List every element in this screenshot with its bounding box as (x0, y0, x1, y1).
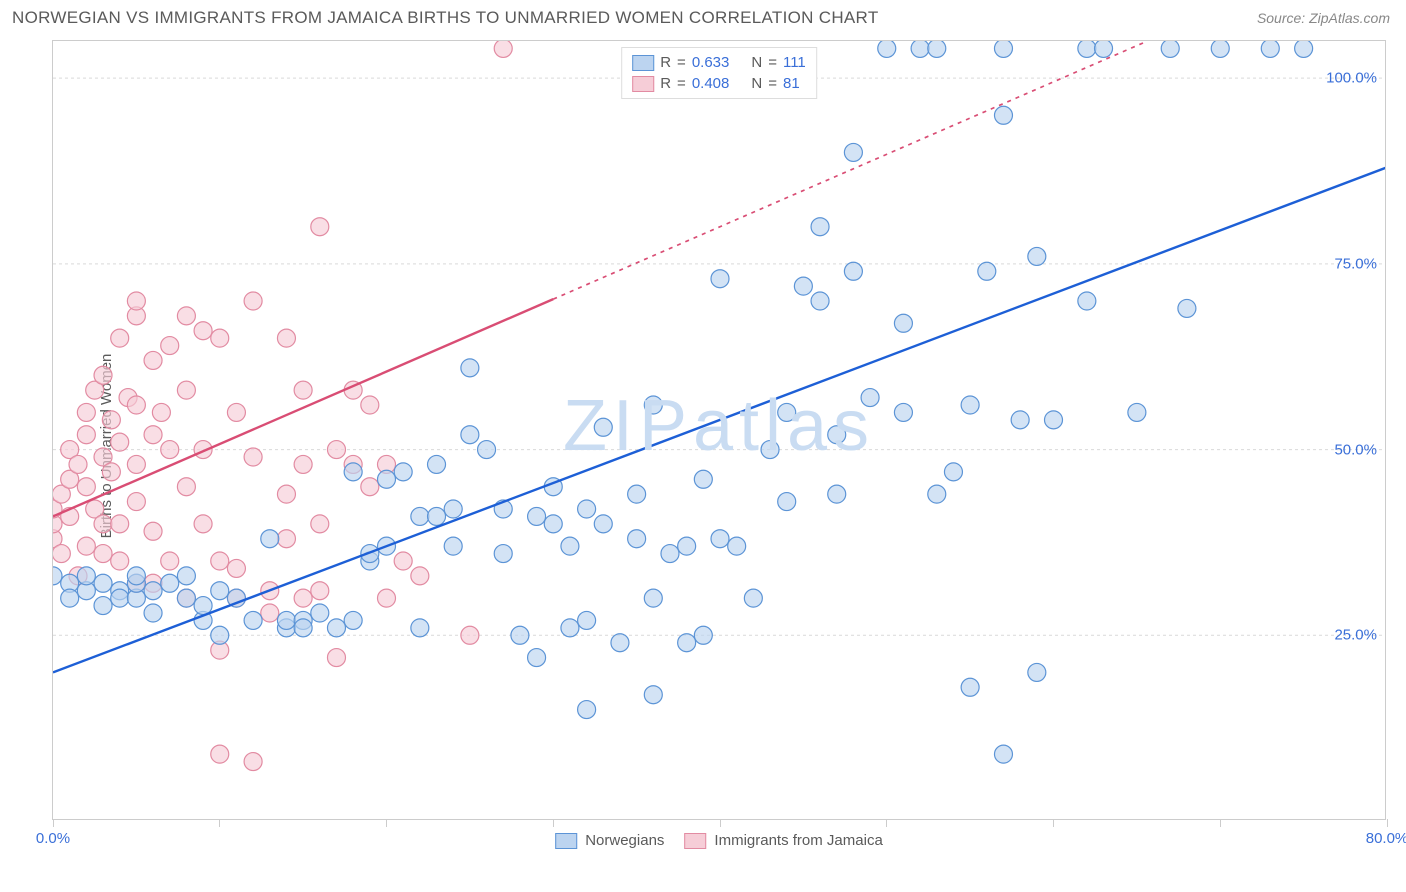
series-legend: Norwegians Immigrants from Jamaica (555, 832, 883, 849)
y-tick-label: 100.0% (1326, 70, 1377, 87)
legend-row-0: R = 0.633 N = 111 (632, 52, 806, 73)
legend-r-value-0: 0.633 (692, 54, 730, 71)
x-tick (1387, 819, 1388, 827)
series-name-0: Norwegians (585, 832, 664, 849)
chart-area: ZIPatlas R = 0.633 N = 111 R = 0.408 N =… (52, 40, 1386, 820)
series-swatch-1 (684, 833, 706, 849)
correlation-legend: R = 0.633 N = 111 R = 0.408 N = 81 (621, 47, 817, 99)
legend-r-value-1: 0.408 (692, 75, 730, 92)
x-tick (219, 819, 220, 827)
chart-source: Source: ZipAtlas.com (1257, 10, 1390, 26)
x-tick (886, 819, 887, 827)
x-tick (720, 819, 721, 827)
y-tick-label: 25.0% (1334, 627, 1377, 644)
y-tick-label: 75.0% (1334, 255, 1377, 272)
chart-title: NORWEGIAN VS IMMIGRANTS FROM JAMAICA BIR… (12, 8, 879, 28)
series-name-1: Immigrants from Jamaica (714, 832, 882, 849)
x-tick-label: 0.0% (36, 830, 70, 847)
x-tick (386, 819, 387, 827)
plot-svg (53, 41, 1385, 819)
legend-n-value-1: 81 (783, 75, 800, 92)
y-tick-label: 50.0% (1334, 441, 1377, 458)
legend-n-value-0: 111 (783, 54, 806, 71)
x-tick (1220, 819, 1221, 827)
legend-n-label: N (751, 54, 762, 71)
x-tick (1053, 819, 1054, 827)
series-legend-item-1: Immigrants from Jamaica (684, 832, 882, 849)
x-tick-label: 80.0% (1366, 830, 1406, 847)
legend-row-1: R = 0.408 N = 81 (632, 73, 806, 94)
legend-swatch-0 (632, 55, 654, 71)
x-tick (53, 819, 54, 827)
legend-r-label: R (660, 54, 671, 71)
x-tick (553, 819, 554, 827)
legend-swatch-1 (632, 76, 654, 92)
series-legend-item-0: Norwegians (555, 832, 664, 849)
series-swatch-0 (555, 833, 577, 849)
chart-header: NORWEGIAN VS IMMIGRANTS FROM JAMAICA BIR… (0, 0, 1406, 36)
